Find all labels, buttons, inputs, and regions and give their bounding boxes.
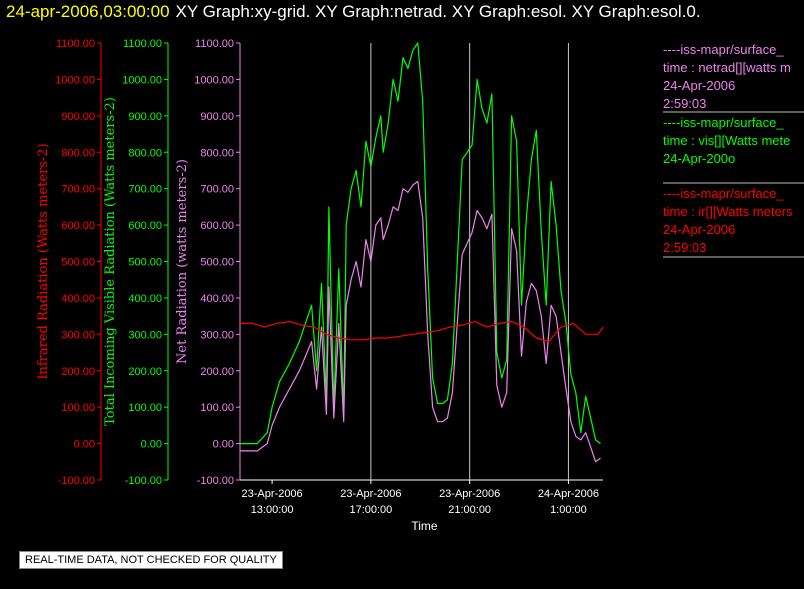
y-tick-label: 800.00 (200, 147, 234, 159)
y-tick-label: 1000.00 (55, 74, 95, 86)
y-tick-label: 200.00 (128, 366, 162, 378)
y-tick-label: 200.00 (61, 366, 95, 378)
x-tick-label-date: 23-Apr-2006 (340, 488, 401, 500)
y-tick-label: 200.00 (200, 366, 234, 378)
y-tick-label: -100.00 (197, 475, 234, 487)
legend-text: 24-Apr-200o (663, 151, 736, 166)
y-tick-label: 600.00 (200, 220, 234, 232)
legend-text: ----iss-mapr/surface_ (663, 186, 784, 201)
legend-entry: ----iss-mapr/surface_time : ir[][Watts m… (663, 185, 804, 257)
y-tick-label: 100.00 (128, 402, 162, 414)
legend-entry: ----iss-mapr/surface_time : vis[][Watts … (663, 114, 804, 168)
legend-text: 24-Apr-2006 (663, 78, 736, 93)
y-axis-label: Net Radiation (watts meters-2) (175, 159, 190, 364)
y-tick-label: 300.00 (200, 329, 234, 341)
series-netrad (240, 180, 601, 463)
x-tick-label-time: 1:00:00 (550, 504, 587, 516)
y-tick-label: 700.00 (200, 184, 234, 196)
y-tick-label: 300.00 (128, 329, 162, 341)
legend-text: time : vis[][Watts mete (663, 133, 791, 148)
y-tick-label: -100.00 (58, 475, 95, 487)
y-axis-label: Infrared Radiation (Watts meters-2) (36, 143, 51, 379)
quality-note: REAL-TIME DATA, NOT CHECKED FOR QUALITY (19, 551, 283, 569)
legend-text: time : ir[][Watts meters (663, 204, 793, 219)
y-tick-label: 0.00 (74, 439, 95, 451)
y-tick-label: 500.00 (128, 257, 162, 269)
x-tick-label-date: 24-Apr-2006 (538, 488, 599, 500)
y-tick-label: 500.00 (200, 257, 234, 269)
x-tick-label-time: 13:00:00 (251, 504, 294, 516)
legend-text: ----iss-mapr/surface_ (663, 42, 784, 57)
x-tick-label-date: 23-Apr-2006 (439, 488, 500, 500)
y-tick-label: 0.00 (213, 439, 234, 451)
y-tick-label: 1100.00 (195, 38, 234, 50)
title-graph-list: XY Graph:xy-grid. XY Graph:netrad. XY Gr… (175, 2, 701, 21)
y-tick-label: 900.00 (61, 111, 95, 123)
y-tick-label: 100.00 (200, 402, 234, 414)
legend-text: time : netrad[][watts m (663, 60, 791, 75)
y-tick-label: 300.00 (61, 329, 95, 341)
legend-text: 2:59:03 (663, 96, 707, 111)
x-tick-label-time: 17:00:00 (349, 504, 392, 516)
x-tick-label-date: 23-Apr-2006 (242, 488, 303, 500)
title-bar: 24-apr-2006,03:00:00 XY Graph:xy-grid. XY… (6, 2, 701, 22)
y-tick-label: -100.00 (125, 475, 162, 487)
legend-entry: ----iss-mapr/surface_time : netrad[][wat… (663, 41, 804, 113)
y-tick-label: 100.00 (61, 402, 95, 414)
series-vis (240, 42, 601, 445)
y-tick-label: 1000.00 (194, 74, 234, 86)
y-tick-label: 0.00 (141, 439, 162, 451)
x-axis-label: Time (411, 519, 438, 533)
y-tick-label: 900.00 (200, 111, 234, 123)
y-tick-label: 400.00 (200, 293, 234, 305)
y-tick-label: 700.00 (61, 184, 95, 196)
y-tick-label: 400.00 (61, 293, 95, 305)
y-axis-label: Total Incoming Visible Radiation (Watts … (103, 97, 118, 426)
legend-text: 2:59:03 (663, 240, 707, 255)
y-tick-label: 700.00 (128, 184, 162, 196)
y-tick-label: 800.00 (128, 147, 162, 159)
legend-text: 24-Apr-2006 (663, 222, 736, 237)
y-tick-label: 800.00 (61, 147, 95, 159)
title-date: 24-apr-2006,03:00:00 (6, 2, 170, 21)
y-tick-label: 600.00 (128, 220, 162, 232)
series-ir (240, 321, 604, 343)
legend-text: ----iss-mapr/surface_ (663, 115, 784, 130)
y-tick-label: 900.00 (128, 111, 162, 123)
y-tick-label: 1100.00 (56, 38, 95, 50)
y-tick-label: 600.00 (61, 220, 95, 232)
y-tick-label: 1000.00 (122, 74, 162, 86)
y-tick-label: 500.00 (61, 257, 95, 269)
y-tick-label: 1100.00 (123, 38, 162, 50)
y-tick-label: 400.00 (128, 293, 162, 305)
x-tick-label-time: 21:00:00 (448, 504, 491, 516)
